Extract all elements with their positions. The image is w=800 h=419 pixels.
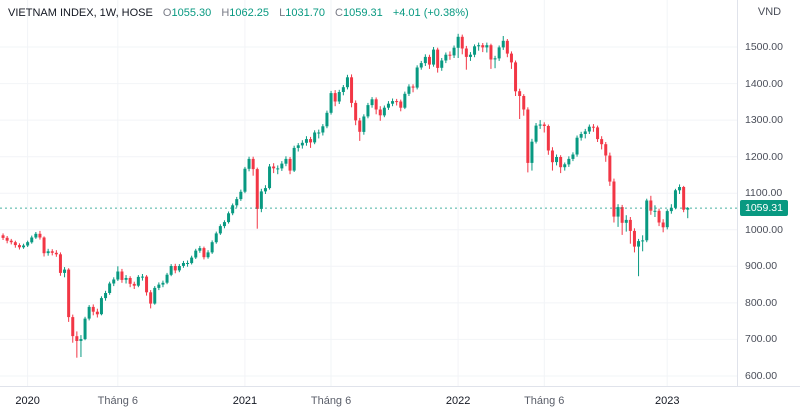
ohlc-low-label: L bbox=[279, 7, 286, 19]
price-axis[interactable]: VND 1500.00 1400.00 1300.00 1200.00 1100.00 1… bbox=[737, 0, 800, 386]
time-axis[interactable]: 2020 Tháng 6 2021 Tháng 6 2022 Tháng 6 2023 bbox=[0, 386, 800, 419]
price-tick-label: 1100.00 bbox=[745, 187, 783, 200]
time-tick-label: 2022 bbox=[445, 395, 471, 407]
price-tick-label: 1000.00 bbox=[745, 223, 783, 236]
symbol-legend: VIETNAM INDEX, 1W, HOSE O1055.30 H1062.2… bbox=[8, 7, 469, 19]
ohlc-low-value: 1031.70 bbox=[285, 7, 325, 19]
price-tick-label: 1200.00 bbox=[745, 150, 783, 163]
time-tick-label: Tháng 6 bbox=[310, 395, 352, 407]
price-tick-label: 700.00 bbox=[745, 333, 778, 346]
ohlc-open-label: O bbox=[162, 7, 172, 19]
price-tick-label: 1400.00 bbox=[745, 77, 783, 90]
ohlc-high-value: 1062.25 bbox=[229, 7, 270, 19]
time-tick-label: 2023 bbox=[655, 395, 680, 407]
price-tick-label: 1300.00 bbox=[745, 114, 783, 127]
last-price-badge: 1059.31 bbox=[740, 200, 788, 217]
ohlc-high-label: H bbox=[221, 7, 230, 19]
price-tick-label: 1500.00 bbox=[745, 41, 783, 53]
time-tick-label: 2020 bbox=[15, 395, 40, 407]
ohlc-close-label: C bbox=[335, 7, 343, 19]
time-tick-label: 2021 bbox=[232, 395, 258, 407]
symbol-title[interactable]: VIETNAM INDEX, 1W, HOSE bbox=[8, 7, 153, 19]
candlestick-chart[interactable] bbox=[0, 0, 737, 386]
ohlc-open-value: 1055.30 bbox=[171, 7, 212, 19]
time-tick-label: Tháng 6 bbox=[97, 395, 139, 407]
chart-pane bbox=[0, 0, 737, 386]
ohlc-close-value: 1059.31 bbox=[343, 7, 383, 19]
price-tick-label: 900.00 bbox=[745, 260, 778, 273]
currency-label: VND bbox=[757, 6, 782, 18]
price-tick-label: 600.00 bbox=[745, 370, 778, 382]
price-change-value: +4.01 (+0.38%) bbox=[392, 7, 469, 19]
time-tick-label: Tháng 6 bbox=[524, 395, 565, 407]
price-tick-label: 800.00 bbox=[745, 296, 778, 309]
